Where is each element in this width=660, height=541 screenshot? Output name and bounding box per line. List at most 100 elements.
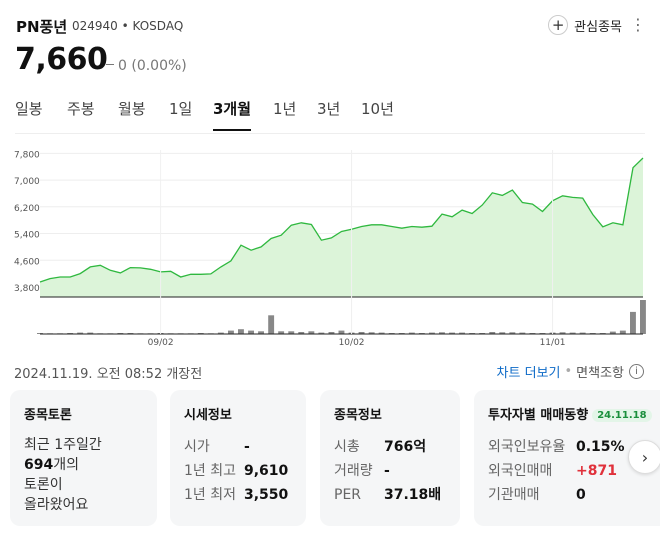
- volume-bar: [87, 332, 94, 334]
- chart-more-link[interactable]: 차트 더보기: [496, 366, 561, 381]
- investor-date-badge: 24.11.18: [592, 409, 652, 422]
- watchlist-label: 관심종목: [574, 19, 622, 35]
- volume-bar: [228, 330, 234, 334]
- quote-high-label: 1년 최고: [184, 463, 236, 479]
- price-change: 0 (0.00%): [106, 58, 187, 74]
- info-volume-value: -: [384, 463, 390, 479]
- info-per-label: PER: [334, 487, 362, 503]
- plus-icon: +: [548, 15, 569, 35]
- volume-bar: [328, 332, 335, 334]
- quote-row-low: 1년 최저 3,550: [184, 483, 292, 507]
- quote-low-label: 1년 최저: [184, 487, 236, 503]
- volume-bar: [308, 331, 315, 334]
- price-area: [40, 158, 643, 297]
- tab-weekly[interactable]: 주봉: [67, 100, 95, 118]
- quote-row-open: 시가 -: [184, 435, 292, 459]
- investor-foreign-ratio-value: 0.15%: [576, 439, 625, 455]
- y-tick-label: 7,000: [14, 177, 40, 187]
- stock-code-market: 024940 • KOSDAQ: [72, 19, 184, 33]
- y-tick-label: 3,800: [14, 284, 40, 294]
- volume-bar: [298, 332, 305, 334]
- investor-institution-value: 0: [576, 487, 586, 503]
- volume-bar: [630, 311, 636, 334]
- y-tick-label: 4,600: [14, 257, 40, 267]
- price-chart[interactable]: 7,800 7,000 6,200 5,400 4,600 3,800 09/02 10/0…: [0, 140, 660, 352]
- volume-bar: [268, 315, 275, 334]
- price-change-value: 0 (0.00%): [118, 58, 187, 74]
- y-tick-label: 5,400: [14, 231, 40, 241]
- volume-bar: [509, 332, 516, 334]
- tab-3month[interactable]: 3개월: [213, 98, 252, 131]
- investor-title-row: 투자자별 매매동향 24.11.18: [488, 404, 652, 423]
- next-card-button[interactable]: ›: [628, 440, 660, 474]
- volume-bar: [559, 332, 566, 334]
- flat-change-icon: [106, 63, 114, 65]
- info-icon[interactable]: i: [629, 364, 644, 379]
- chart-links: 차트 더보기 • 면책조항 i: [497, 362, 644, 381]
- tab-1day[interactable]: 1일: [169, 100, 193, 118]
- volume-bar: [439, 332, 445, 334]
- stock-header: PN풍년 024940 • KOSDAQ + 관심종목 ⋮: [16, 14, 652, 44]
- volume-bar: [288, 331, 295, 334]
- discussion-count: 694: [24, 457, 54, 473]
- chevron-right-icon: ›: [641, 447, 649, 467]
- info-volume-label: 거래량: [334, 463, 373, 479]
- volume-bar: [499, 332, 506, 334]
- period-tabs: 일봉 주봉 월봉 1일 3개월 1년 3년 10년: [15, 98, 645, 134]
- investor-row-foreign-ratio: 외국인보유율 0.15%: [488, 435, 646, 459]
- volume-bar: [358, 332, 365, 334]
- quote-title: 시세정보: [184, 408, 232, 423]
- volume-bar: [318, 332, 325, 334]
- y-axis-labels: 7,800 7,000 6,200 5,400 4,600 3,800: [14, 150, 40, 294]
- volume-bar: [429, 332, 435, 334]
- tab-3year[interactable]: 3년: [317, 100, 341, 118]
- x-tick-label: 11/01: [540, 338, 566, 348]
- discussion-card[interactable]: 종목토론 최근 1주일간 694개의 토론이 올라왔어요: [10, 390, 157, 526]
- volume-bar: [640, 300, 646, 334]
- disclaimer-link[interactable]: 면책조항: [576, 366, 624, 381]
- info-card[interactable]: 종목정보 시총 766억 거래량 - PER 37.18배: [320, 390, 460, 526]
- quote-row-high: 1년 최고 9,610: [184, 459, 292, 483]
- info-title: 종목정보: [334, 408, 382, 423]
- investor-title: 투자자별 매매동향: [488, 408, 589, 423]
- price-line: [39, 157, 644, 283]
- discussion-line4: 올라왔어요: [24, 497, 89, 513]
- volume-bar: [489, 332, 496, 334]
- investor-foreign-trade-value: +871: [576, 463, 617, 479]
- volume-bar: [619, 330, 626, 334]
- x-grid: [160, 150, 554, 334]
- separator: •: [564, 364, 573, 379]
- watchlist-button[interactable]: + 관심종목: [548, 15, 622, 35]
- tab-daily[interactable]: 일봉: [15, 100, 43, 118]
- volume-bar: [278, 331, 285, 334]
- current-price: 7,660: [15, 42, 108, 77]
- x-tick-label: 09/02: [148, 338, 174, 348]
- y-tick-label: 6,200: [14, 204, 40, 214]
- quote-low-value: 3,550: [244, 487, 289, 503]
- info-marketcap-value: 766억: [384, 439, 427, 455]
- discussion-title: 종목토론: [24, 408, 72, 423]
- discussion-line3: 토론이: [24, 477, 63, 493]
- discussion-line2: 694개의: [24, 455, 143, 475]
- quote-card[interactable]: 시세정보 시가 - 1년 최고 9,610 1년 최저 3,550: [170, 390, 306, 526]
- volume-bar: [368, 332, 375, 334]
- tab-monthly[interactable]: 월봉: [118, 100, 146, 118]
- volume-bar: [609, 331, 616, 334]
- x-axis-labels: 09/02 10/02 11/01: [148, 338, 566, 348]
- info-row-volume: 거래량 -: [334, 459, 446, 483]
- volume-bar: [459, 332, 465, 334]
- more-options-icon[interactable]: ⋮: [630, 15, 646, 34]
- volume-bar: [258, 331, 264, 334]
- tab-10year[interactable]: 10년: [361, 100, 394, 118]
- stock-name: PN풍년: [16, 18, 68, 36]
- discussion-line1: 최근 1주일간: [24, 437, 102, 453]
- investor-row-institution: 기관매매 0: [488, 483, 646, 507]
- volume-bar: [37, 333, 43, 334]
- discussion-count-suffix: 개의: [53, 457, 79, 473]
- info-row-per: PER 37.18배: [334, 483, 446, 507]
- investor-institution-label: 기관매매: [488, 487, 540, 503]
- volume-bar: [248, 330, 254, 334]
- timestamp: 2024.11.19. 오전 08:52 개장전: [14, 367, 203, 382]
- tab-1year[interactable]: 1년: [273, 100, 297, 118]
- volume-bar: [579, 332, 586, 334]
